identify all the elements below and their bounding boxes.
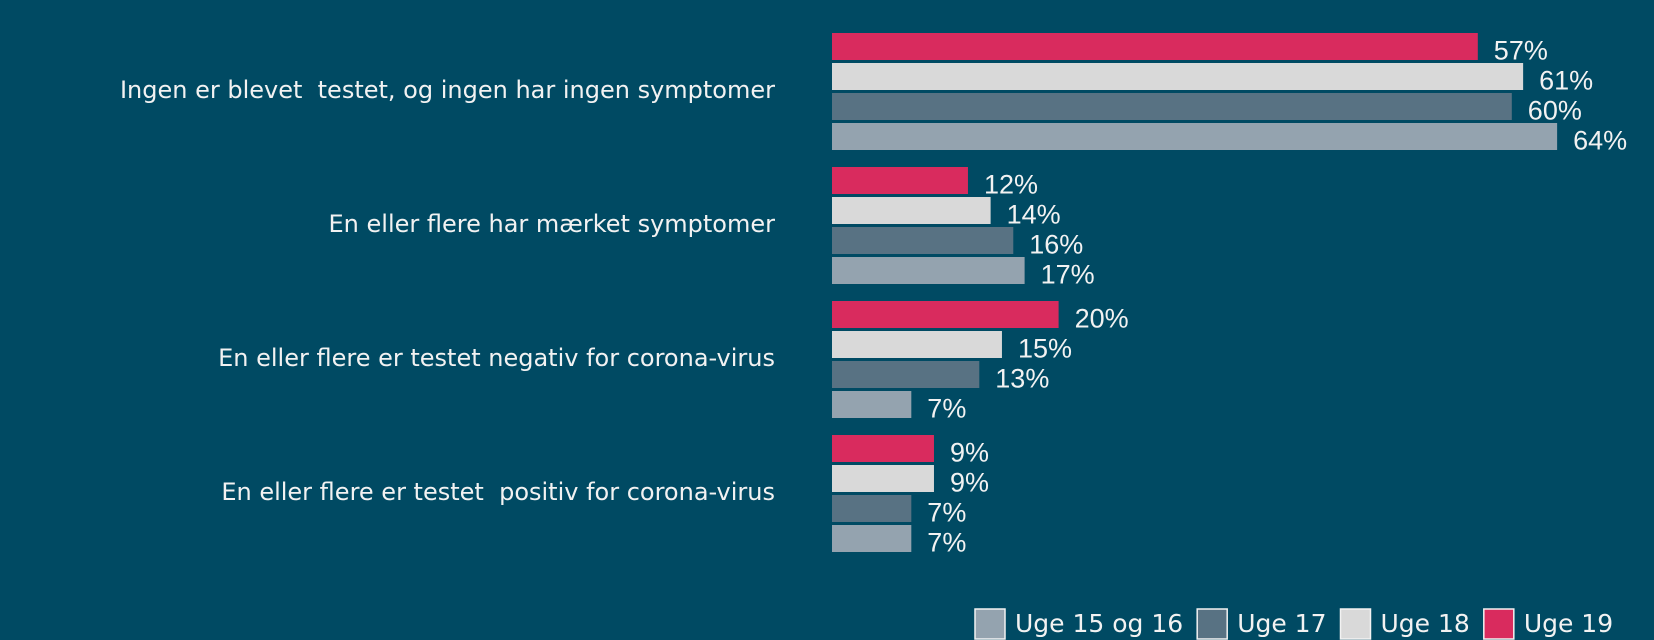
value-label: 57% [1494, 36, 1548, 66]
value-label: 13% [995, 364, 1049, 394]
bar [832, 435, 934, 462]
value-label: 14% [1007, 200, 1061, 230]
legend-label: Uge 15 og 16 [1015, 609, 1183, 638]
value-label: 12% [984, 170, 1038, 200]
bar [832, 361, 980, 388]
value-label: 15% [1018, 334, 1072, 364]
value-label: 61% [1539, 66, 1593, 96]
value-label: 7% [927, 394, 966, 424]
category-label: En eller flere er testet positiv for cor… [221, 478, 775, 506]
bar [832, 167, 968, 194]
category-label: En eller flere er testet negativ for cor… [218, 344, 775, 372]
bar [832, 331, 1002, 358]
value-label: 7% [927, 528, 966, 558]
bar [832, 93, 1512, 120]
bar [832, 197, 991, 224]
bar [832, 227, 1014, 254]
bar [832, 391, 912, 418]
legend-swatch [1339, 608, 1372, 640]
legend-swatch [1196, 608, 1228, 640]
bar [832, 123, 1558, 150]
value-label: 16% [1029, 230, 1083, 260]
bar [832, 33, 1478, 60]
legend-swatch [1483, 608, 1515, 640]
value-label: 60% [1528, 96, 1582, 126]
value-label: 17% [1041, 260, 1095, 290]
bar [832, 63, 1524, 90]
bar [832, 525, 912, 552]
value-label: 20% [1075, 304, 1129, 334]
legend-swatch [974, 608, 1006, 640]
legend-label: Uge 17 [1237, 609, 1326, 638]
legend-label: Uge 19 [1524, 609, 1613, 638]
category-label: En eller flere har mærket symptomer [329, 210, 776, 238]
value-label: 9% [950, 438, 989, 468]
bar [832, 495, 912, 522]
legend-label: Uge 18 [1381, 609, 1470, 638]
bar [832, 465, 934, 492]
bar [832, 301, 1059, 328]
value-label: 7% [927, 498, 966, 528]
category-label: Ingen er blevet testet, og ingen har ing… [120, 76, 775, 104]
bar [832, 257, 1025, 284]
value-label: 64% [1573, 126, 1627, 156]
value-label: 9% [950, 468, 989, 498]
